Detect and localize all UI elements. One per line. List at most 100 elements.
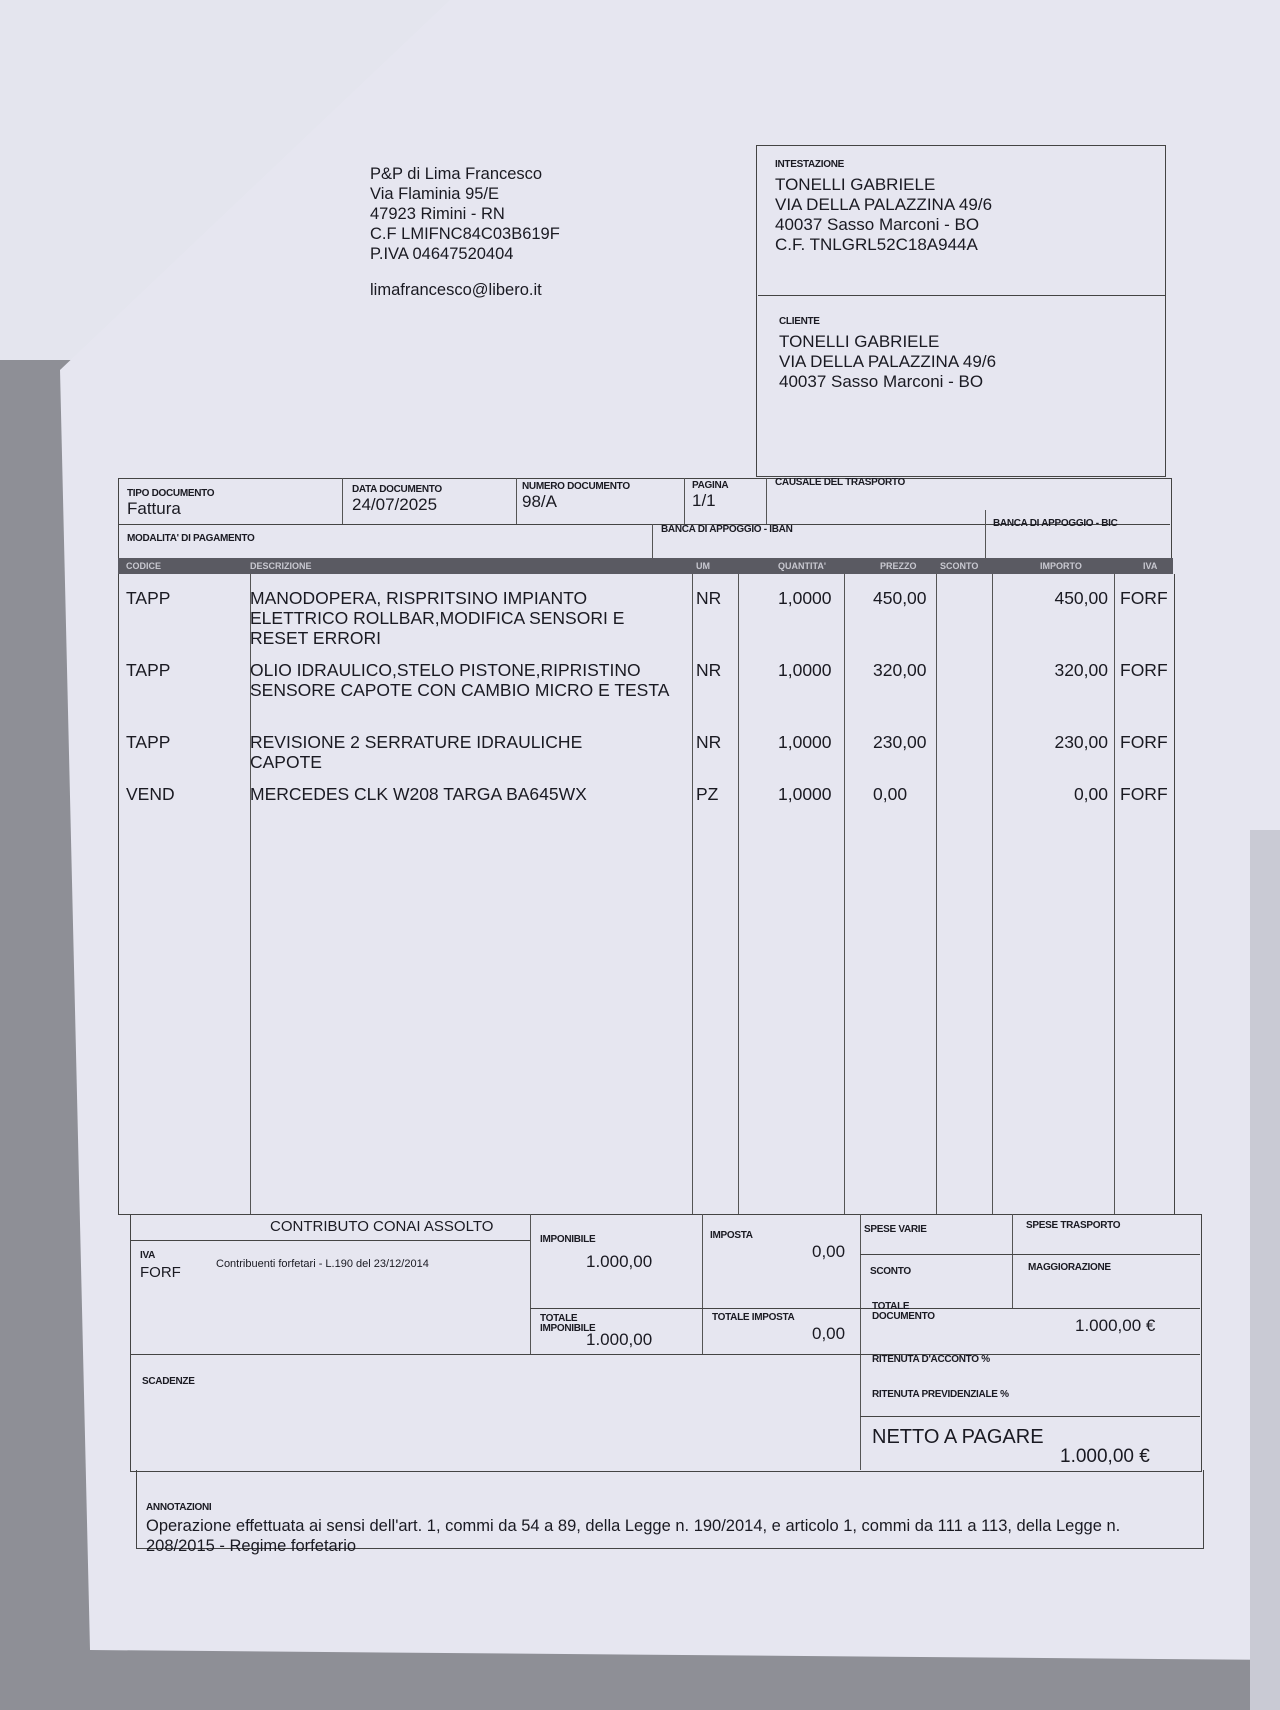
issuer-name: P&P di Lima Francesco <box>370 165 543 183</box>
annotazioni-label: ANNOTAZIONI <box>146 1502 212 1513</box>
tipo-label: TIPO DOCUMENTO <box>127 488 215 499</box>
col-iva: IVA <box>1143 561 1158 571</box>
col-um: UM <box>696 561 710 571</box>
netto-value: 1.000,00 € <box>1060 1446 1150 1467</box>
issuer-block: P&P di Lima Francesco Via Flaminia 95/E … <box>370 164 560 300</box>
issuer-city: 47923 Rimini - RN <box>370 205 505 223</box>
bic-label: BANCA DI APPOGGIO - BIC <box>993 518 1118 529</box>
divider <box>860 1214 861 1470</box>
divider <box>342 478 343 524</box>
invoice-page <box>60 0 1280 1660</box>
divider <box>652 524 653 558</box>
totale-imponibile-label: TOTALE IMPONIBILE <box>540 1313 596 1334</box>
intestazione-name: TONELLI GABRIELE <box>775 175 936 194</box>
intestazione-label: INTESTAZIONE <box>775 159 844 170</box>
cliente-block: CLIENTE TONELLI GABRIELE VIA DELLA PALAZ… <box>779 312 996 392</box>
row-descrizione: MANODOPERA, RISPRITSINO IMPIANTO ELETTRI… <box>250 588 625 648</box>
recipient-box <box>756 145 1166 477</box>
intestazione-city: 40037 Sasso Marconi - BO <box>775 215 980 234</box>
divider <box>530 1308 1200 1309</box>
issuer-address: Via Flaminia 95/E <box>370 185 500 203</box>
imponibile-value: 1.000,00 <box>586 1252 653 1271</box>
row-codice: VEND <box>126 784 175 804</box>
row-quantita: 1,0000 <box>778 784 832 804</box>
table-header: CODICE DESCRIZIONE UM QUANTITA' PREZZO S… <box>118 558 1173 574</box>
spese-varie-label: SPESE VARIE <box>864 1224 927 1235</box>
cliente-city: 40037 Sasso Marconi - BO <box>779 372 984 391</box>
row-importo: 320,00 <box>1054 660 1108 680</box>
divider <box>992 574 993 1214</box>
row-importo: 230,00 <box>1054 732 1108 752</box>
row-importo: 0,00 <box>1073 784 1108 804</box>
row-um: NR <box>696 732 722 752</box>
row-um: PZ <box>696 784 719 804</box>
netto-label: NETTO A PAGARE <box>872 1426 1044 1448</box>
intestazione-address: VIA DELLA PALAZZINA 49/6 <box>775 195 993 214</box>
pagina: PAGINA 1/1 <box>692 480 729 511</box>
numero-label: NUMERO DOCUMENTO <box>522 481 630 492</box>
row-codice: TAPP <box>126 660 171 680</box>
divider <box>702 1214 703 1354</box>
totale-imposta-value: 0,00 <box>812 1324 846 1343</box>
cliente-label: CLIENTE <box>779 316 820 327</box>
numero-documento: NUMERO DOCUMENTO 98/A <box>522 481 630 512</box>
row-descrizione: MERCEDES CLK W208 TARGA BA645WX <box>250 784 587 804</box>
cliente-name: TONELLI GABRIELE <box>779 332 940 351</box>
row-iva: FORF <box>1120 732 1168 752</box>
divider <box>738 574 739 1214</box>
row-quantita: 1,0000 <box>778 588 832 608</box>
scadenze-label: SCADENZE <box>142 1376 195 1387</box>
annotazioni-box <box>136 1470 1204 1549</box>
intestazione-block: INTESTAZIONE TONELLI GABRIELE VIA DELLA … <box>775 155 992 255</box>
totale-imponibile-value: 1.000,00 <box>586 1330 653 1349</box>
divider <box>1012 1214 1013 1308</box>
issuer-email: limafrancesco@libero.it <box>370 281 542 299</box>
row-um: NR <box>696 588 722 608</box>
iva-label: IVA <box>140 1250 156 1261</box>
cliente-address: VIA DELLA PALAZZINA 49/6 <box>779 352 997 371</box>
divider <box>860 1254 1200 1255</box>
col-codice: CODICE <box>126 561 162 571</box>
pagina-label: PAGINA <box>692 480 729 491</box>
divider <box>250 574 251 1214</box>
row-iva: FORF <box>1120 588 1168 608</box>
row-iva: FORF <box>1120 660 1168 680</box>
row-um: NR <box>696 660 722 680</box>
ritenuta-previdenziale-label: RITENUTA PREVIDENZIALE % <box>872 1389 1009 1400</box>
pagina-value: 1/1 <box>692 491 716 510</box>
causale-label: CAUSALE DEL TRASPORTO <box>775 477 906 488</box>
iban-label: BANCA DI APPOGGIO - IBAN <box>661 524 793 535</box>
row-iva: FORF <box>1120 784 1168 804</box>
col-sconto: SCONTO <box>940 561 979 571</box>
issuer-cf: C.F LMIFNC84C03B619F <box>370 225 560 243</box>
col-quantita: QUANTITA' <box>778 561 826 571</box>
conai-note: CONTRIBUTO CONAI ASSOLTO <box>270 1218 494 1235</box>
imposta-label: IMPOSTA <box>710 1230 753 1241</box>
summary-box <box>130 1214 1202 1472</box>
data-value: 24/07/2025 <box>352 495 438 514</box>
col-prezzo: PREZZO <box>880 561 917 571</box>
row-quantita: 1,0000 <box>778 660 832 680</box>
divider <box>758 295 1166 296</box>
data-label: DATA DOCUMENTO <box>352 484 442 495</box>
row-quantita: 1,0000 <box>778 732 832 752</box>
row-codice: TAPP <box>126 732 171 752</box>
tipo-value: Fattura <box>127 499 181 518</box>
row-descrizione: OLIO IDRAULICO,STELO PISTONE,RIPRISTINO … <box>250 660 670 700</box>
spese-trasporto-label: SPESE TRASPORTO <box>1026 1220 1121 1231</box>
col-descrizione: DESCRIZIONE <box>250 561 312 571</box>
divider <box>130 1240 530 1241</box>
totale-imposta-label: TOTALE IMPOSTA <box>712 1312 795 1323</box>
paper-stack-edge <box>1250 830 1280 1710</box>
totale-documento-label: TOTALE DOCUMENTO <box>872 1301 935 1322</box>
divider <box>684 478 685 524</box>
row-importo: 450,00 <box>1054 588 1108 608</box>
row-prezzo: 320,00 <box>873 660 927 680</box>
iva-description: Contribuenti forfetari - L.190 del 23/12… <box>216 1258 429 1270</box>
divider <box>1114 574 1115 1214</box>
maggiorazione-label: MAGGIORAZIONE <box>1028 1262 1111 1273</box>
row-prezzo: 450,00 <box>873 588 927 608</box>
divider <box>516 478 517 524</box>
tipo-documento: TIPO DOCUMENTO Fattura <box>127 488 215 519</box>
modalita-label: MODALITA' DI PAGAMENTO <box>127 533 255 544</box>
